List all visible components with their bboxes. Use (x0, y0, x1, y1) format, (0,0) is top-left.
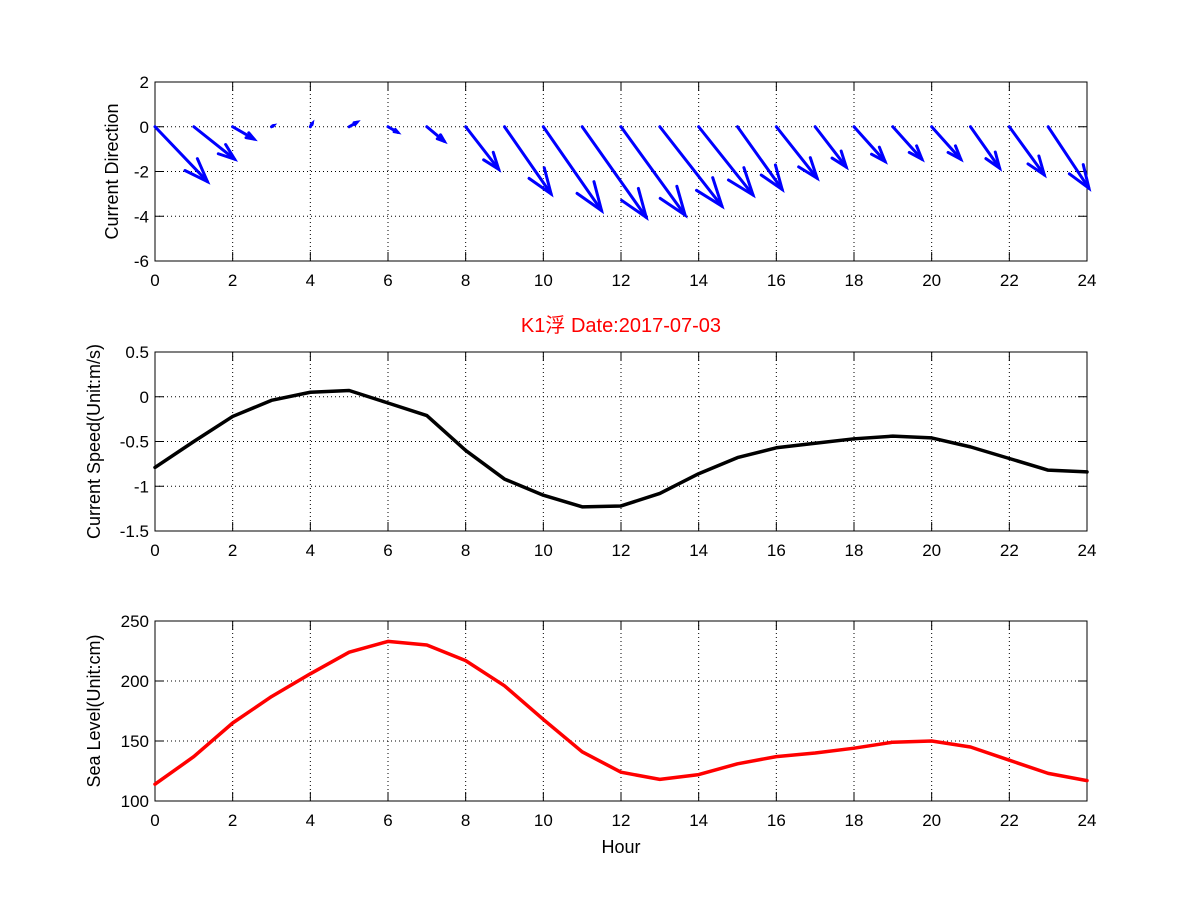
y-tick-label: 0 (140, 118, 149, 137)
x-tick-label: 22 (1000, 541, 1019, 560)
current-vector-arrow (813, 125, 849, 171)
current-vector-arrow (736, 125, 785, 193)
x-tick-label: 24 (1078, 271, 1097, 290)
sea-level-line (153, 639, 1089, 786)
current-vector-arrow (231, 125, 258, 142)
x-tick-label: 18 (845, 811, 864, 830)
y-tick-label: 200 (121, 672, 149, 691)
current-vector-arrow (503, 125, 554, 198)
current-vector-arrow (425, 125, 448, 145)
y-tick-label: -0.5 (120, 433, 149, 452)
x-tick-label: 20 (922, 811, 941, 830)
x-tick-label: 18 (845, 541, 864, 560)
current-vector-arrow (464, 125, 502, 173)
x-tick-label: 22 (1000, 271, 1019, 290)
x-tick-label: 6 (383, 541, 392, 560)
current-vector-arrow (1007, 125, 1047, 179)
x-tick-label: 0 (150, 271, 159, 290)
current-vector-arrow (969, 125, 1003, 172)
current-vector-arrow (658, 125, 725, 210)
y-axis-label: Current Speed(Unit:m/s) (84, 344, 104, 539)
x-tick-label: 14 (689, 541, 708, 560)
y-tick-label: 0.5 (125, 343, 149, 362)
current-vector-arrow (891, 125, 925, 163)
x-tick-label: 16 (767, 541, 786, 560)
x-tick-label: 4 (306, 271, 315, 290)
current-vector-arrow (270, 123, 278, 129)
x-tick-label: 16 (767, 811, 786, 830)
current-speed-panel: 0 2 4 6 8 10 12 14 16 18 20 22 24-1.5-1-0.500.5Curre… (84, 343, 1096, 560)
x-tick-label: 0 (150, 541, 159, 560)
y-tick-label: 250 (121, 612, 149, 631)
y-tick-label: 2 (140, 73, 149, 92)
current-vector-arrow (541, 125, 605, 215)
y-tick-label: 150 (121, 732, 149, 751)
y-axis-label: Current Direction (102, 103, 122, 239)
current-vector-arrow (308, 119, 315, 129)
x-tick-label: 12 (612, 811, 631, 830)
y-tick-label: 100 (121, 792, 149, 811)
x-tick-label: 10 (534, 541, 553, 560)
y-tick-label: -2 (134, 163, 149, 182)
x-tick-label: 12 (612, 271, 631, 290)
current-speed-line (153, 388, 1089, 509)
x-tick-label: 18 (845, 271, 864, 290)
current-vector-arrow (697, 125, 756, 199)
y-tick-label: -1 (134, 477, 149, 496)
x-tick-label: 12 (612, 541, 631, 560)
current-vector-arrow (852, 125, 888, 165)
x-tick-label: 14 (689, 811, 708, 830)
y-axis-label: Sea Level(Unit:cm) (84, 634, 104, 787)
x-tick-label: 8 (461, 811, 470, 830)
x-tick-label: 6 (383, 811, 392, 830)
y-tick-label: -6 (134, 252, 149, 271)
current-vector-arrow (930, 125, 964, 163)
x-tick-label: 16 (767, 271, 786, 290)
y-tick-label: 0 (140, 388, 149, 407)
x-tick-label: 10 (534, 271, 553, 290)
x-tick-label: 10 (534, 811, 553, 830)
x-tick-label: 4 (306, 811, 315, 830)
y-tick-label: -1.5 (120, 522, 149, 541)
current-vector-arrow (619, 125, 688, 219)
current-vector-arrow (580, 125, 649, 221)
x-tick-label: 2 (228, 271, 237, 290)
x-tick-label: 20 (922, 541, 941, 560)
x-tick-label: 22 (1000, 811, 1019, 830)
x-tick-label: 6 (383, 271, 392, 290)
x-tick-label: 2 (228, 541, 237, 560)
x-tick-label: 14 (689, 271, 708, 290)
x-tick-label: 24 (1078, 541, 1097, 560)
current-vector-arrow (1046, 125, 1092, 192)
current-vector-arrow (774, 125, 820, 182)
chart-title: K1浮 Date:2017-07-03 (521, 314, 721, 337)
x-tick-label: 8 (461, 271, 470, 290)
current-vector-arrow (347, 120, 361, 129)
x-tick-label: 20 (922, 271, 941, 290)
y-tick-label: -4 (134, 207, 149, 226)
x-tick-label: 24 (1078, 811, 1097, 830)
current-vector-arrow (153, 125, 211, 185)
current-vector-arrow (192, 125, 239, 162)
x-tick-label: 0 (150, 811, 159, 830)
x-tick-label: 2 (228, 811, 237, 830)
current-vector-arrow (386, 125, 402, 135)
x-tick-label: 4 (306, 541, 315, 560)
x-tick-label: 8 (461, 541, 470, 560)
x-axis-label: Hour (601, 837, 640, 857)
